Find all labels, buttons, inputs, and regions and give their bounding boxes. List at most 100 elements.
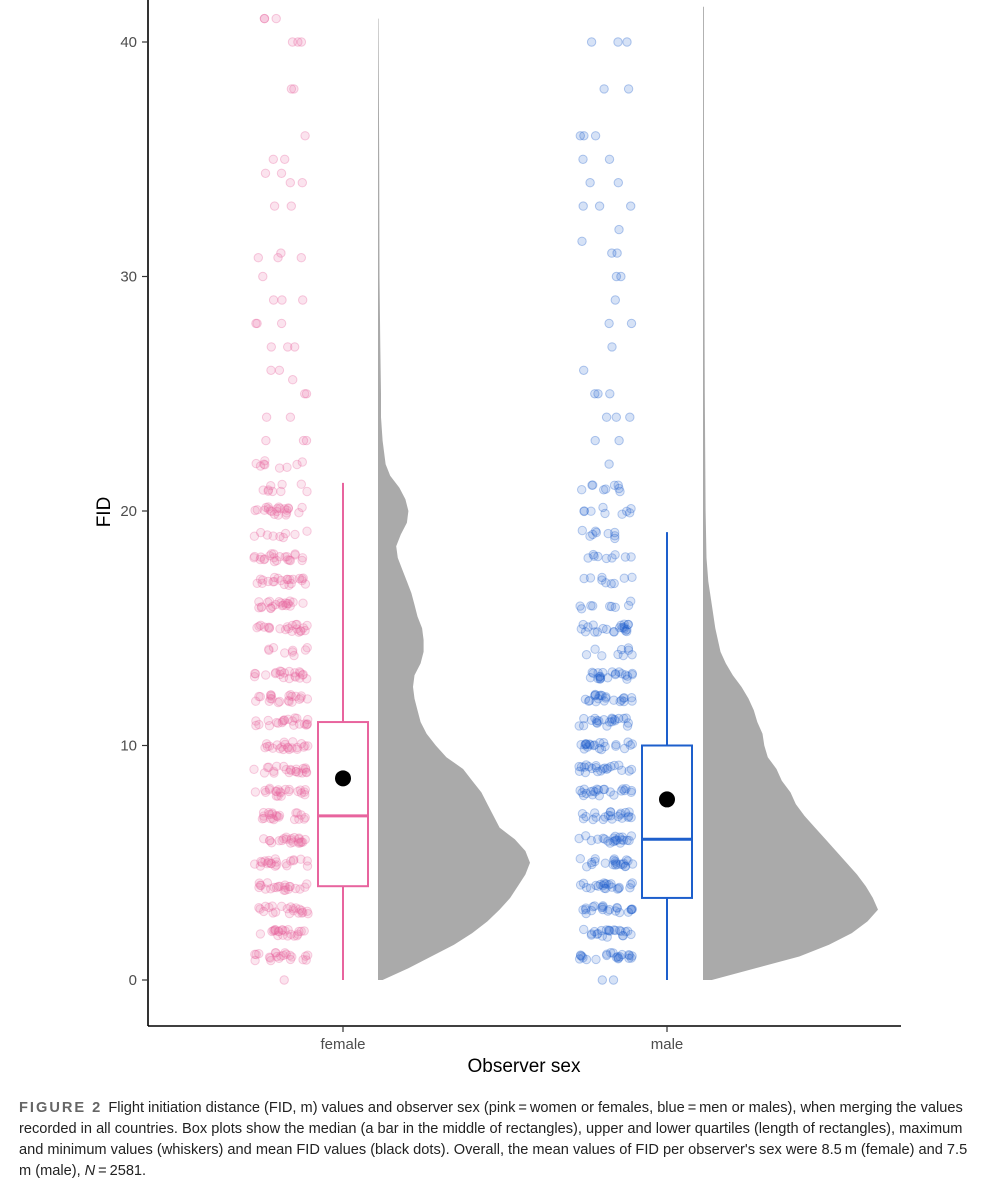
point-female-heavy-14-8 xyxy=(257,602,267,612)
point-female-heavy-4-14 xyxy=(271,857,282,867)
point-female-heavy-17-12 xyxy=(282,505,292,515)
point-female-heavy-0-12 xyxy=(264,952,275,962)
point-female-heavy-8-11 xyxy=(291,764,301,774)
point-female-heavy-13-15 xyxy=(291,619,301,630)
point-female-sparse-13-1 xyxy=(297,178,307,188)
point-male-heavy-1-12 xyxy=(610,925,620,936)
point-male-heavy-10-15 xyxy=(592,717,602,728)
point-female-heavy-2-18 xyxy=(302,906,312,916)
point-female-heavy-10-12 xyxy=(277,717,287,728)
point-male-heavy-8-16 xyxy=(596,766,606,776)
point-female-heavy-5-9 xyxy=(279,834,289,844)
point-female-medium-0-5 xyxy=(264,644,274,654)
point-male-sparse-12-0 xyxy=(614,224,624,235)
point-male-heavy-1-14 xyxy=(602,932,612,942)
point-female-sparse-4-0 xyxy=(288,375,298,385)
point-male-heavy-0-12 xyxy=(617,949,627,960)
point-male-heavy-8-1 xyxy=(600,763,610,773)
point-female-heavy-9-2 xyxy=(283,743,293,753)
point-male-heavy-12-11 xyxy=(627,670,637,680)
point-male-heavy-5-11 xyxy=(593,834,603,844)
point-male-sparse-15-1 xyxy=(578,154,588,165)
point-male-medium-4-3 xyxy=(588,529,598,540)
point-female-heavy-0-19 xyxy=(265,953,275,963)
point-male-sparse-16-0 xyxy=(575,131,585,141)
point-male-heavy-3-2 xyxy=(614,882,624,893)
point-female-heavy-2-21 xyxy=(288,904,298,914)
point-female-heavy-3-4 xyxy=(269,882,279,893)
point-male-heavy-8-20 xyxy=(591,761,601,771)
point-female-heavy-16-10 xyxy=(280,552,290,562)
point-male-medium-2-0 xyxy=(597,572,607,583)
point-female-heavy-1-10 xyxy=(286,929,296,939)
point-male-heavy-4-13 xyxy=(616,859,626,869)
point-female-heavy-0-11 xyxy=(272,951,282,962)
point-female-heavy-8-3 xyxy=(291,767,301,777)
point-male-heavy-1-10 xyxy=(618,931,628,941)
point-female-heavy-6-9 xyxy=(264,809,275,820)
point-female-medium-0-2 xyxy=(300,645,311,655)
point-male-heavy-11-9 xyxy=(619,696,629,707)
caption-n-symbol: N xyxy=(84,1163,96,1179)
point-female-heavy-9-8 xyxy=(299,742,309,752)
point-male-heavy-7-3 xyxy=(605,787,615,797)
point-female-sparse-2-0 xyxy=(285,412,296,422)
point-female-heavy-4-16 xyxy=(260,856,270,866)
point-female-medium-2-3 xyxy=(296,479,306,489)
point-female-heavy-9-18 xyxy=(280,739,290,750)
point-female-heavy-12-19 xyxy=(275,666,285,676)
point-male-heavy-7-17 xyxy=(588,786,599,796)
point-female-heavy-8-17 xyxy=(264,762,274,772)
point-female-heavy-7-20 xyxy=(250,787,261,797)
point-female-heavy-13-18 xyxy=(298,623,309,633)
point-female-heavy-13-10 xyxy=(292,624,302,634)
point-male-heavy-0-6 xyxy=(591,954,601,965)
point-female-heavy-17-7 xyxy=(281,508,292,518)
point-female-heavy-16-5 xyxy=(256,552,266,562)
point-female-heavy-14-5 xyxy=(285,601,295,611)
x-tick-label-male: male xyxy=(651,1036,684,1053)
point-female-heavy-13-13 xyxy=(264,622,275,633)
point-male-heavy-13-5 xyxy=(619,624,629,634)
point-male-medium-3-3 xyxy=(626,552,636,562)
point-female-heavy-7-1 xyxy=(273,785,283,795)
point-male-heavy-9-21 xyxy=(579,744,589,754)
point-male-heavy-12-6 xyxy=(595,674,605,684)
point-female-heavy-4-10 xyxy=(256,856,266,867)
point-female-heavy-2-20 xyxy=(298,907,308,917)
point-male-sparse-10-1 xyxy=(607,248,617,258)
point-male-heavy-7-0 xyxy=(575,785,585,796)
point-female-heavy-3-10 xyxy=(280,880,290,890)
point-female-heavy-15-19 xyxy=(257,578,267,588)
point-male-heavy-12-9 xyxy=(622,674,632,684)
point-female-heavy-7-0 xyxy=(260,785,270,796)
point-male-medium-3-4 xyxy=(607,553,617,563)
point-male-heavy-5-20 xyxy=(626,831,637,841)
point-female-heavy-8-15 xyxy=(298,763,308,774)
point-female-heavy-8-14 xyxy=(300,764,311,774)
point-female-heavy-7-16 xyxy=(295,785,305,795)
point-female-sparse-19-0 xyxy=(271,13,281,24)
point-female-heavy-9-17 xyxy=(275,744,285,754)
point-female-heavy-3-12 xyxy=(280,882,290,892)
point-female-heavy-15-16 xyxy=(258,575,268,585)
point-male-heavy-0-2 xyxy=(624,953,634,963)
point-male-heavy-6-10 xyxy=(607,814,617,824)
point-female-heavy-12-7 xyxy=(294,667,305,677)
point-male-heavy-13-19 xyxy=(598,623,608,634)
mean-dot-female xyxy=(335,770,351,787)
point-male-heavy-5-2 xyxy=(614,832,625,842)
point-female-heavy-0-13 xyxy=(285,954,296,965)
point-male-medium-4-5 xyxy=(610,527,620,538)
point-male-heavy-11-12 xyxy=(590,690,601,700)
point-female-heavy-11-14 xyxy=(274,696,285,707)
point-female-heavy-3-16 xyxy=(254,878,264,888)
point-female-heavy-10-11 xyxy=(301,720,311,730)
point-male-heavy-1-19 xyxy=(626,929,636,940)
point-female-heavy-11-2 xyxy=(267,694,277,704)
point-male-heavy-3-6 xyxy=(578,878,589,888)
point-male-heavy-12-20 xyxy=(607,667,617,677)
point-male-medium-5-8 xyxy=(617,509,627,519)
point-female-heavy-1-12 xyxy=(292,931,302,941)
point-male-sparse-14-0 xyxy=(585,178,595,188)
